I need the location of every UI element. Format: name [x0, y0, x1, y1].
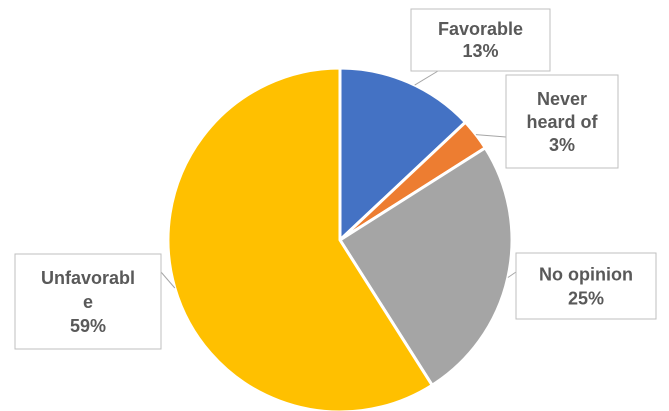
data-label-text: Favorable [438, 19, 523, 39]
data-label-unfavorable: Unfavorabl e 59% [14, 253, 162, 350]
leader-line-unfavorable [160, 271, 176, 289]
data-label-text: 25% [568, 289, 604, 309]
data-label-text: 13% [462, 41, 498, 61]
leader-lines [160, 70, 517, 289]
data-label-box [505, 74, 619, 169]
pie-slice-favorable [338, 66, 467, 242]
pie-slices [166, 66, 514, 411]
leader-line-no-opinion [507, 271, 517, 278]
data-label-no-opinion: No opinion 25% [515, 252, 657, 320]
data-label-text: Never [537, 89, 587, 109]
data-label-box [410, 8, 551, 72]
data-label-box [515, 252, 657, 320]
leader-line-never-heard-of [475, 134, 507, 138]
pie-slice-no-opinion [338, 146, 514, 387]
data-label-text: heard of [526, 112, 598, 132]
data-label-box [14, 253, 162, 350]
data-label-never-heard-of: Never heard of 3% [505, 74, 619, 169]
data-label-text: e [83, 292, 93, 312]
data-label-text: Unfavorabl [41, 268, 135, 288]
data-label-text: 3% [549, 135, 575, 155]
leader-line-favorable [414, 70, 439, 86]
pie-slice-unfavorable [166, 66, 434, 411]
data-label-text: 59% [70, 316, 106, 336]
data-label-text: No opinion [539, 265, 633, 285]
